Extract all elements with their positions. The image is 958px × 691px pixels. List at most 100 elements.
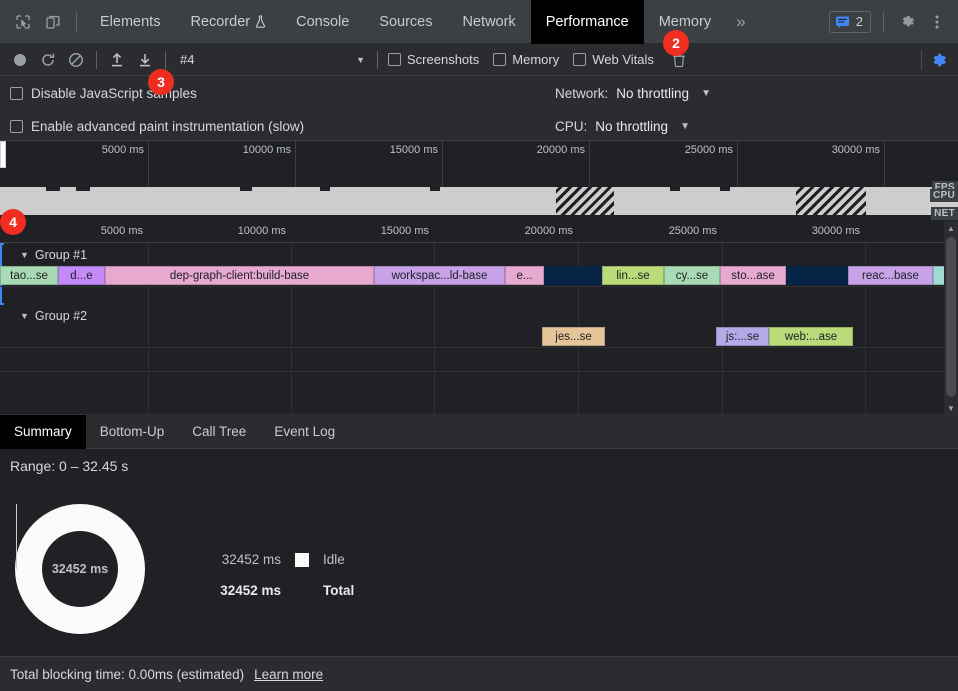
settings-row-1: Disable JavaScript samples Network: No t… xyxy=(0,77,958,109)
chevron-down-icon: ▼ xyxy=(680,120,690,132)
more-tabs-icon[interactable]: » xyxy=(736,11,746,31)
legend-time: 32452 ms xyxy=(221,552,281,567)
overview-tick xyxy=(442,141,443,221)
flamechart-bar[interactable]: tao...se xyxy=(0,266,58,285)
checkbox-box xyxy=(573,53,587,66)
net-band xyxy=(0,215,958,221)
annotation-badge-3: 3 xyxy=(148,69,174,95)
gear-icon[interactable] xyxy=(930,51,948,69)
overview-tick xyxy=(148,141,149,221)
tab-bottom-up[interactable]: Bottom-Up xyxy=(86,415,179,449)
performance-control-toolbar: #4 ▼ Screenshots Memory Web Vitals xyxy=(0,44,958,76)
overview-tick-label: 25000 ms xyxy=(684,144,733,156)
checkbox-label: Screenshots xyxy=(407,52,480,67)
tab-console[interactable]: Console xyxy=(281,0,364,44)
flamechart-tick xyxy=(578,221,579,415)
scrollbar-thumb[interactable] xyxy=(946,237,956,397)
summary-donut-chart: 32452 ms xyxy=(15,504,145,634)
cpu-throttling-control[interactable]: CPU: No throttling ▼ xyxy=(555,119,690,134)
legend-label: Total xyxy=(323,583,355,598)
flamechart-bar[interactable]: sto...ase xyxy=(720,266,786,285)
overview-tick-label: 20000 ms xyxy=(536,144,585,156)
flamechart-bar[interactable]: jes...se xyxy=(542,327,605,346)
cpu-long-task-region xyxy=(556,187,614,215)
range-label: Range: 0 – 32.45 s xyxy=(10,458,129,474)
chevron-down-icon: ▼ xyxy=(701,87,711,99)
flamechart-bar[interactable]: reac...base xyxy=(848,266,933,285)
advanced-paint-instrumentation-checkbox[interactable]: Enable advanced paint instrumentation (s… xyxy=(10,119,304,134)
scroll-down-icon[interactable]: ▼ xyxy=(947,403,955,413)
recording-select-value: #4 xyxy=(180,52,195,67)
tab-sources[interactable]: Sources xyxy=(364,0,447,44)
flamechart-bar[interactable]: lin...se xyxy=(602,266,664,285)
annotation-badge-2: 2 xyxy=(663,30,689,56)
flamechart-bar[interactable]: web:...ase xyxy=(769,327,853,346)
flamechart-tick xyxy=(865,221,866,415)
save-profile-icon[interactable] xyxy=(131,46,159,74)
web-vitals-checkbox[interactable]: Web Vitals xyxy=(573,52,654,67)
flamechart-bar[interactable]: cy...se xyxy=(664,266,720,285)
legend-label: Idle xyxy=(323,552,345,567)
tab-label: Memory xyxy=(658,13,712,30)
toolbar-divider-2 xyxy=(165,50,166,69)
overview-tick xyxy=(589,141,590,221)
memory-checkbox[interactable]: Memory xyxy=(493,52,559,67)
chevron-down-icon[interactable]: ▼ xyxy=(20,311,29,321)
load-profile-icon[interactable] xyxy=(103,46,131,74)
donut-center-label: 32452 ms xyxy=(42,531,118,607)
overview-tick xyxy=(295,141,296,221)
legend-row-idle: 32452 ms Idle xyxy=(200,544,354,575)
timeline-overview[interactable]: 5000 ms 10000 ms 15000 ms 20000 ms 25000 ms 3… xyxy=(0,141,958,221)
tab-summary[interactable]: Summary xyxy=(0,414,86,449)
flamechart-bar[interactable]: e... xyxy=(505,266,544,285)
learn-more-link[interactable]: Learn more xyxy=(254,666,324,682)
tab-label: Network xyxy=(462,13,516,30)
tab-network[interactable]: Network xyxy=(448,0,531,44)
tab-event-log[interactable]: Event Log xyxy=(260,415,349,449)
chevron-down-icon: ▼ xyxy=(356,54,365,65)
network-throttling-control[interactable]: Network: No throttling ▼ xyxy=(555,86,711,101)
summary-pane: Range: 0 – 32.45 s 32452 ms 32452 ms Idl… xyxy=(0,449,958,656)
flamechart-bar[interactable]: d...e xyxy=(58,266,105,285)
overview-window-left-handle[interactable] xyxy=(0,141,6,168)
overview-tick-label: 30000 ms xyxy=(831,144,880,156)
flamechart-group-divider xyxy=(0,414,944,415)
flamechart-scrollbar[interactable]: ▲ ▼ xyxy=(944,221,958,415)
recording-select[interactable]: #4 ▼ xyxy=(176,48,371,72)
flamechart-tick-label: 10000 ms xyxy=(237,225,286,237)
flamechart-group-header[interactable]: ▼ Group #1 xyxy=(0,245,944,265)
tab-label: Event Log xyxy=(274,424,336,439)
flamechart-group-label: Group #2 xyxy=(34,309,88,323)
flamechart-group-header[interactable]: ▼ Group #2 xyxy=(0,306,944,326)
tab-performance[interactable]: Performance xyxy=(530,0,644,44)
scroll-up-icon[interactable]: ▲ xyxy=(947,223,955,233)
gear-icon[interactable] xyxy=(892,8,922,36)
flamechart-region[interactable]: 5000 ms 10000 ms 15000 ms 20000 ms 25000 ms 3… xyxy=(0,221,958,415)
clear-recording-icon[interactable] xyxy=(62,46,90,74)
tab-label: Recorder xyxy=(190,13,251,30)
tabbar-divider-2 xyxy=(883,11,884,32)
issues-badge[interactable]: 2 xyxy=(828,10,871,33)
legend-swatch xyxy=(295,552,309,567)
settings-row-2: Enable advanced paint instrumentation (s… xyxy=(0,110,958,142)
record-circle-icon[interactable] xyxy=(6,46,34,74)
inspect-cursor-icon[interactable] xyxy=(8,8,38,36)
reload-and-record-icon[interactable] xyxy=(34,46,62,74)
chevron-down-icon[interactable]: ▼ xyxy=(20,250,29,260)
flamechart-group-divider xyxy=(0,371,944,372)
tab-call-tree[interactable]: Call Tree xyxy=(178,415,260,449)
flamechart-bar[interactable]: dep-graph-client:build-base xyxy=(105,266,374,285)
flamechart-bar[interactable]: js:...se xyxy=(716,327,769,346)
tab-memory[interactable]: Memory xyxy=(644,0,726,44)
device-toggle-icon[interactable] xyxy=(38,8,68,36)
status-bar: Total blocking time: 0.00ms (estimated) … xyxy=(0,656,958,691)
flamechart-tick-label: 20000 ms xyxy=(524,225,573,237)
checkbox-box xyxy=(10,86,23,100)
flamechart-tick xyxy=(291,221,292,415)
screenshots-checkbox[interactable]: Screenshots xyxy=(388,52,479,67)
tab-recorder[interactable]: Recorder xyxy=(175,0,281,44)
kebab-menu-icon[interactable] xyxy=(922,8,952,36)
tab-elements[interactable]: Elements xyxy=(85,0,175,44)
flamechart-bar[interactable]: workspac...ld-base xyxy=(374,266,505,285)
annotation-badge-4: 4 xyxy=(0,209,26,235)
